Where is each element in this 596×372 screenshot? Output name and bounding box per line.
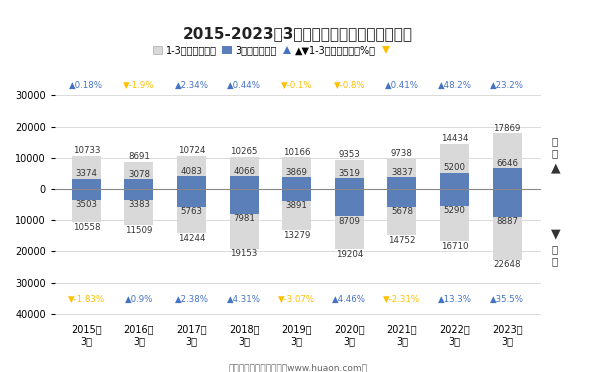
Bar	[177, 176, 206, 189]
Bar	[493, 189, 522, 260]
Bar	[125, 189, 153, 200]
Text: 3383: 3383	[128, 200, 150, 209]
Text: 10166: 10166	[283, 148, 311, 157]
Text: 10265: 10265	[231, 147, 258, 156]
Bar	[125, 189, 153, 225]
Text: ▲0.44%: ▲0.44%	[227, 81, 261, 90]
Text: ▲2.34%: ▲2.34%	[175, 81, 209, 90]
Text: 10733: 10733	[73, 146, 100, 155]
Text: 制图：华经产业研究院（www.huaon.com）: 制图：华经产业研究院（www.huaon.com）	[228, 363, 368, 372]
Bar	[387, 177, 417, 189]
Text: ▼: ▼	[551, 227, 561, 240]
Bar	[177, 189, 206, 234]
Legend: 1-3月（万美元）, 3月（万美元）, ▲▼1-3月同比增速（%）, : 1-3月（万美元）, 3月（万美元）, ▲▼1-3月同比增速（%）,	[148, 41, 399, 59]
Bar	[283, 189, 311, 231]
Text: ▲13.3%: ▲13.3%	[437, 295, 471, 304]
Bar	[440, 189, 469, 241]
Bar	[125, 179, 153, 189]
Bar	[493, 189, 522, 217]
Bar	[493, 133, 522, 189]
Text: ▼-0.1%: ▼-0.1%	[281, 81, 312, 90]
Text: 8887: 8887	[496, 217, 518, 226]
Text: ▲23.2%: ▲23.2%	[490, 81, 524, 90]
Bar	[335, 189, 364, 216]
Text: ▲2.38%: ▲2.38%	[175, 295, 209, 304]
Bar	[72, 155, 101, 189]
Text: 11509: 11509	[125, 225, 153, 235]
Bar	[283, 189, 311, 201]
Bar	[335, 178, 364, 189]
Text: ▲4.46%: ▲4.46%	[333, 295, 367, 304]
Text: 5290: 5290	[443, 206, 465, 215]
Bar	[387, 189, 417, 207]
Text: 9738: 9738	[391, 149, 413, 158]
Bar	[72, 189, 101, 200]
Text: 3078: 3078	[128, 170, 150, 179]
Bar	[335, 189, 364, 249]
Bar	[177, 155, 206, 189]
Bar	[493, 168, 522, 189]
Bar	[229, 189, 259, 249]
Text: ▲0.18%: ▲0.18%	[69, 81, 103, 90]
Text: ▲35.5%: ▲35.5%	[490, 295, 524, 304]
Bar	[177, 189, 206, 207]
Text: 进
口: 进 口	[551, 244, 557, 266]
Text: 6646: 6646	[496, 159, 518, 168]
Bar	[72, 179, 101, 189]
Bar	[387, 189, 417, 235]
Text: 3891: 3891	[285, 202, 308, 211]
Text: 7981: 7981	[233, 214, 255, 223]
Text: ▲4.31%: ▲4.31%	[227, 295, 261, 304]
Title: 2015-2023年3月青浦综合保税区进、出口额: 2015-2023年3月青浦综合保税区进、出口额	[183, 26, 413, 41]
Text: 4066: 4066	[233, 167, 255, 176]
Text: 22648: 22648	[493, 260, 521, 269]
Bar	[440, 189, 469, 206]
Text: ▲0.9%: ▲0.9%	[125, 295, 153, 304]
Text: 3503: 3503	[75, 200, 97, 209]
Text: 14752: 14752	[388, 236, 415, 245]
Text: 13279: 13279	[283, 231, 311, 240]
Text: 5678: 5678	[391, 207, 413, 216]
Text: 10724: 10724	[178, 146, 205, 155]
Text: 4083: 4083	[181, 167, 203, 176]
Text: 3837: 3837	[391, 168, 413, 177]
Text: 3869: 3869	[285, 168, 308, 177]
Text: 14434: 14434	[441, 134, 468, 143]
Text: 出
口: 出 口	[551, 136, 557, 158]
Bar	[440, 144, 469, 189]
Text: 19153: 19153	[231, 249, 258, 259]
Bar	[125, 162, 153, 189]
Text: ▼-2.31%: ▼-2.31%	[383, 295, 420, 304]
Text: ▼-1.83%: ▼-1.83%	[68, 295, 105, 304]
Text: ▲0.41%: ▲0.41%	[385, 81, 419, 90]
Text: 14244: 14244	[178, 234, 205, 243]
Bar	[229, 176, 259, 189]
Text: 3519: 3519	[339, 169, 360, 178]
Text: 5200: 5200	[443, 163, 465, 173]
Bar	[387, 158, 417, 189]
Bar	[283, 177, 311, 189]
Text: 8709: 8709	[339, 217, 360, 225]
Text: 5763: 5763	[181, 207, 203, 217]
Bar	[229, 157, 259, 189]
Text: ▼-3.07%: ▼-3.07%	[278, 295, 315, 304]
Text: 17869: 17869	[493, 124, 521, 133]
Text: 8691: 8691	[128, 152, 150, 161]
Text: ▼-1.9%: ▼-1.9%	[123, 81, 155, 90]
Text: 19204: 19204	[336, 250, 363, 259]
Text: 16710: 16710	[441, 242, 468, 251]
Bar	[72, 189, 101, 222]
Text: ▲: ▲	[551, 161, 561, 174]
Bar	[335, 160, 364, 189]
Text: 9353: 9353	[339, 150, 360, 159]
Text: 3374: 3374	[75, 169, 97, 178]
Text: 10558: 10558	[73, 222, 100, 232]
Bar	[440, 173, 469, 189]
Text: ▲48.2%: ▲48.2%	[437, 81, 471, 90]
Bar	[229, 189, 259, 214]
Bar	[283, 157, 311, 189]
Text: ▼-0.8%: ▼-0.8%	[334, 81, 365, 90]
